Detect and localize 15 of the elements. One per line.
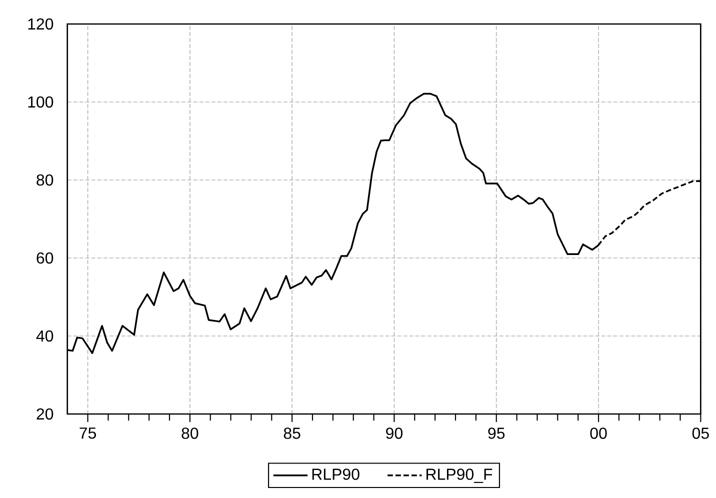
y-tick-label: 120: [28, 18, 54, 30]
y-tick-label: 40: [36, 330, 54, 342]
y-tick-label: 20: [36, 408, 54, 420]
x-tick-label: 80: [182, 428, 198, 439]
x-tick-label: 90: [386, 428, 402, 439]
y-tick-label: 60: [36, 252, 54, 264]
legend-label: RLP90: [312, 468, 360, 480]
y-tick-label: 100: [28, 96, 54, 108]
x-tick-label: 85: [284, 428, 300, 439]
y-tick-label: 80: [36, 174, 54, 186]
x-tick-label: 00: [590, 428, 607, 439]
legend-label: RLP90_F: [426, 468, 492, 483]
x-tick-label: 95: [488, 428, 505, 439]
x-tick-label: 75: [80, 428, 96, 439]
x-tick-label: 05: [692, 428, 709, 439]
